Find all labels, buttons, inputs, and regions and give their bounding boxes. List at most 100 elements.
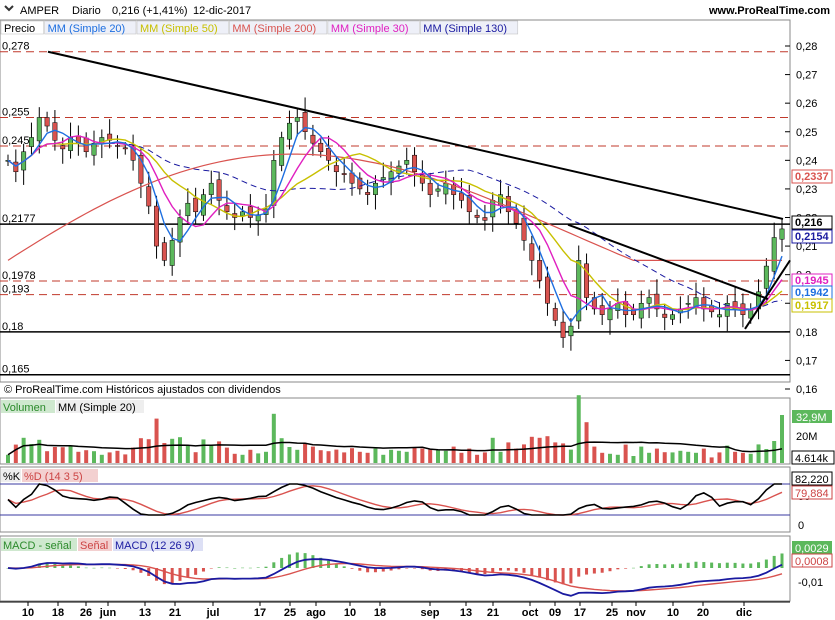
macd-hist-bar bbox=[170, 568, 174, 584]
macd-hist-bar bbox=[264, 566, 268, 568]
macd-hist-bar bbox=[608, 568, 612, 572]
candle bbox=[576, 260, 582, 322]
stochastic-panel: %K %D (14 3 5) 50 0 82,220 79,884 bbox=[0, 466, 833, 533]
volume-bar bbox=[396, 450, 401, 463]
price-legend-3: MM (Simple 200) bbox=[232, 23, 316, 35]
x-tick-16: 09 bbox=[549, 607, 561, 619]
candle bbox=[638, 303, 644, 319]
ma20-line bbox=[7, 126, 783, 324]
macd-hist-bar bbox=[350, 568, 354, 569]
header-site: www.ProRealTime.com bbox=[708, 5, 830, 17]
volume-bar bbox=[357, 451, 362, 463]
candle bbox=[302, 112, 308, 132]
x-tick-5: 21 bbox=[169, 607, 181, 619]
x-tick-9: ago bbox=[306, 607, 326, 619]
x-tick-7: 17 bbox=[254, 607, 266, 619]
macd-hist-bar bbox=[397, 568, 401, 570]
x-tick-12: sep bbox=[421, 607, 440, 619]
left-level-0: 0,278 bbox=[2, 41, 30, 53]
macd-tick: -0,01 bbox=[798, 577, 823, 589]
macd-hist-bar bbox=[389, 568, 393, 571]
macd-hist-bar bbox=[420, 568, 424, 570]
macd-legend-2: MACD (12 26 9) bbox=[115, 540, 194, 552]
macd-hist-bar bbox=[37, 563, 41, 568]
volume-bar bbox=[600, 452, 605, 463]
candle bbox=[60, 145, 66, 150]
macd-hist-bar bbox=[717, 563, 721, 568]
stoch-tick-0: 0 bbox=[798, 520, 804, 532]
macd-hist-bar bbox=[678, 563, 682, 568]
price-tick-4: 0,24 bbox=[796, 155, 817, 167]
volume-bar bbox=[131, 447, 136, 463]
volume-bar bbox=[529, 436, 534, 463]
candle bbox=[146, 186, 152, 207]
macd-hist-bar bbox=[334, 563, 338, 568]
volume-tick-20m: 20M bbox=[796, 431, 817, 443]
macd-hist-bar bbox=[178, 568, 182, 581]
trendline-down bbox=[47, 50, 784, 220]
x-tick-18: 25 bbox=[606, 607, 618, 619]
volume-bar bbox=[717, 452, 722, 463]
macd-hist-bar bbox=[225, 567, 229, 569]
candle bbox=[365, 192, 371, 195]
candle bbox=[474, 214, 480, 218]
x-tick-10: 10 bbox=[344, 607, 356, 619]
collapse-icon[interactable] bbox=[4, 5, 14, 12]
x-tick-20: 10 bbox=[667, 607, 679, 619]
macd-hist-bar bbox=[764, 559, 768, 568]
x-tick-3: jun bbox=[99, 607, 117, 619]
volume-bars bbox=[6, 395, 784, 463]
candle bbox=[670, 314, 675, 320]
volume-bar bbox=[623, 444, 628, 463]
candle bbox=[341, 173, 347, 175]
macd-legend-0: MACD - señal bbox=[3, 540, 71, 552]
macd-hist-bar bbox=[248, 567, 252, 569]
x-tick-15: oct bbox=[522, 607, 539, 619]
left-level-2: 0,245 bbox=[2, 135, 30, 147]
macd-hist-bar bbox=[663, 564, 667, 568]
volume-bar bbox=[271, 413, 276, 463]
price-tick-11: 0,17 bbox=[796, 355, 817, 367]
ma130-line bbox=[7, 142, 783, 310]
stoch-legend-d: %D (14 3 5) bbox=[24, 471, 83, 483]
price-legend: Precio MM (Simple 20) MM (Simple 50) MM (Si… bbox=[0, 20, 519, 35]
macd-hist-bar bbox=[366, 568, 370, 573]
volume-bar bbox=[631, 456, 636, 463]
left-level-3: 0,2177 bbox=[2, 213, 36, 225]
candle bbox=[404, 160, 410, 165]
left-levels: 0,278 0,255 0,245 0,2177 0,1978 0,193 0,18 0,16… bbox=[2, 41, 36, 376]
candle bbox=[287, 122, 292, 140]
x-tick-1: 18 bbox=[52, 607, 64, 619]
price-legend-1: MM (Simple 20) bbox=[48, 23, 126, 35]
volume-bar bbox=[123, 454, 128, 463]
volume-bar bbox=[84, 450, 89, 463]
macd-hist-bar bbox=[710, 562, 714, 568]
candle bbox=[459, 192, 464, 201]
macd-hist-bar bbox=[69, 565, 73, 568]
macd-hist-bar bbox=[217, 567, 221, 568]
x-tick-13: 13 bbox=[460, 607, 472, 619]
candle bbox=[279, 137, 285, 166]
header-symbol: AMPER bbox=[20, 5, 59, 17]
price-footer: © ProRealTime.com Históricos ajustados c… bbox=[4, 384, 281, 396]
price-tick-2: 0,26 bbox=[796, 98, 817, 110]
macd-hist-bar bbox=[545, 568, 549, 581]
header-last: 0,216 (+1,41%) bbox=[112, 5, 188, 17]
left-level-5: 0,193 bbox=[2, 284, 30, 296]
candle bbox=[490, 200, 496, 218]
volume-bar bbox=[545, 436, 550, 463]
macd-hist-bar bbox=[538, 568, 542, 578]
macd-hist-bar bbox=[757, 562, 761, 568]
volume-bar bbox=[115, 450, 120, 463]
volume-bar bbox=[686, 451, 691, 463]
volume-bar bbox=[342, 452, 347, 463]
volume-bar bbox=[373, 448, 378, 463]
volume-bar bbox=[701, 448, 706, 463]
volume-bar bbox=[303, 443, 308, 463]
price-tick-0: 0,28 bbox=[796, 41, 817, 53]
macd-hist-bar bbox=[381, 568, 385, 572]
macd-hist-bar bbox=[491, 568, 495, 573]
volume-bar bbox=[772, 441, 777, 463]
volume-bar bbox=[13, 444, 18, 463]
candle bbox=[427, 182, 433, 195]
